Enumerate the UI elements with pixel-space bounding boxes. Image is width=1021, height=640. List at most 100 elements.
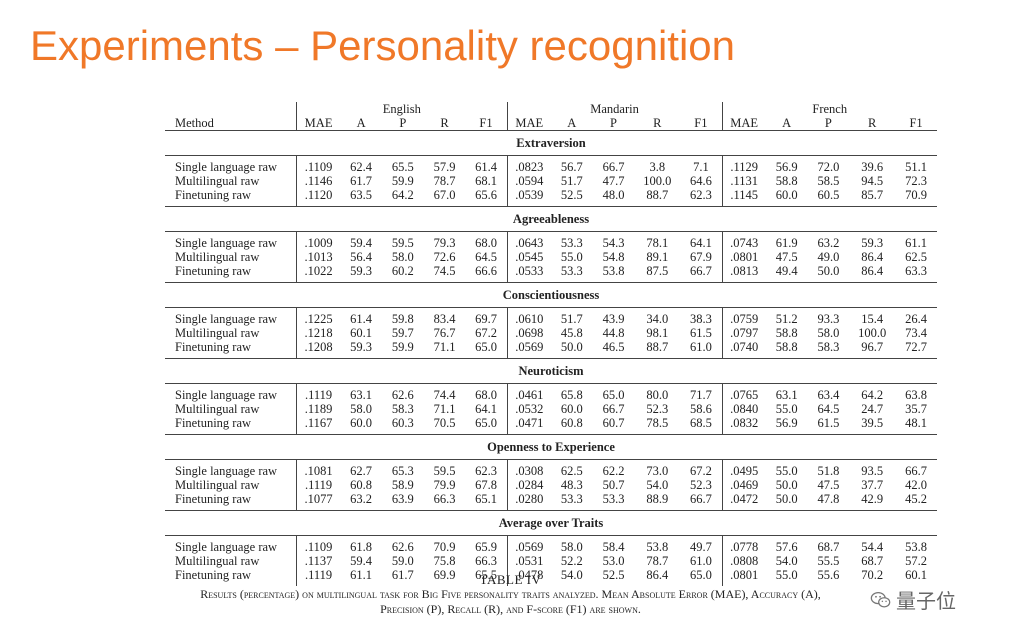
- section-title: Openness to Experience: [165, 434, 937, 460]
- table-row: Finetuning raw .1167 60.0 60.3 70.5 65.0 .0471…: [165, 416, 937, 430]
- value-cell: .0531: [506, 554, 551, 568]
- table-row: Finetuning raw .1022 59.3 60.2 74.5 66.6 .0533…: [165, 264, 937, 278]
- value-cell: 57.6: [775, 540, 798, 554]
- wechat-icon: [870, 591, 891, 608]
- value-cell: 58.3: [391, 402, 414, 416]
- value-cell: 66.7: [689, 492, 712, 506]
- value-cell: 61.4: [350, 312, 373, 326]
- table-row: Single language raw .1119 63.1 62.6 74.4 68.0…: [165, 388, 937, 402]
- value-cell: 60.0: [775, 188, 798, 202]
- value-cell: 60.2: [391, 264, 414, 278]
- method-cell: Multilingual raw: [175, 250, 260, 264]
- value-cell: 58.8: [775, 326, 798, 340]
- value-cell: .1129: [721, 160, 766, 174]
- value-cell: 68.7: [817, 540, 840, 554]
- value-cell: 62.6: [391, 540, 414, 554]
- value-cell: 63.2: [817, 236, 840, 250]
- value-cell: 65.6: [475, 188, 497, 202]
- method-cell: Finetuning raw: [175, 188, 252, 202]
- value-cell: .0801: [721, 568, 766, 582]
- value-cell: .0740: [721, 340, 766, 354]
- method-cell: Finetuning raw: [175, 264, 252, 278]
- value-cell: 63.8: [905, 388, 927, 402]
- value-cell: 67.0: [433, 188, 456, 202]
- value-cell: 63.5: [350, 188, 373, 202]
- value-cell: 59.4: [350, 236, 373, 250]
- value-cell: 49.4: [775, 264, 798, 278]
- value-cell: 51.2: [775, 312, 798, 326]
- value-cell: .1119: [295, 478, 341, 492]
- value-cell: 58.0: [391, 250, 414, 264]
- value-cell: .1077: [295, 492, 341, 506]
- value-cell: 73.0: [646, 464, 669, 478]
- value-cell: 64.5: [475, 250, 497, 264]
- value-cell: .0545: [506, 250, 551, 264]
- value-cell: 59.5: [433, 464, 456, 478]
- value-cell: 53.3: [560, 236, 583, 250]
- value-cell: .0280: [506, 492, 551, 506]
- table-row: Single language raw .1109 62.4 65.5 57.9 61.4…: [165, 160, 937, 174]
- value-cell: 66.7: [905, 464, 927, 478]
- value-cell: 64.2: [861, 388, 884, 402]
- value-cell: 65.0: [689, 568, 712, 582]
- table-row: Multilingual raw .1137 59.4 59.0 75.8 66.3 .05…: [165, 554, 937, 568]
- value-cell: 93.3: [817, 312, 840, 326]
- value-cell: 60.8: [560, 416, 583, 430]
- value-cell: .0823: [506, 160, 551, 174]
- value-cell: 65.0: [475, 340, 497, 354]
- value-cell: 65.9: [475, 540, 497, 554]
- method-cell: Single language raw: [175, 312, 278, 326]
- value-cell: 49.0: [817, 250, 840, 264]
- table-row: Single language raw .1225 61.4 59.8 83.4 69.7…: [165, 312, 937, 326]
- column-header: F1: [465, 116, 508, 131]
- value-cell: 59.4: [350, 554, 373, 568]
- method-cell: Multilingual raw: [175, 554, 260, 568]
- value-cell: 75.8: [433, 554, 456, 568]
- value-cell: 54.0: [646, 478, 669, 492]
- value-cell: 49.7: [689, 540, 712, 554]
- value-cell: 58.3: [817, 340, 840, 354]
- value-cell: 74.4: [433, 388, 456, 402]
- table-row: Finetuning raw .1208 59.3 59.9 71.1 65.0 .0569…: [165, 340, 937, 354]
- value-cell: 67.2: [689, 464, 712, 478]
- value-cell: 42.0: [905, 478, 927, 492]
- value-cell: 45.2: [905, 492, 927, 506]
- value-cell: 68.5: [689, 416, 712, 430]
- value-cell: .1167: [295, 416, 341, 430]
- value-cell: .0594: [506, 174, 551, 188]
- value-cell: 42.9: [861, 492, 884, 506]
- value-cell: 57.2: [905, 554, 927, 568]
- value-cell: 55.0: [775, 402, 798, 416]
- value-cell: 54.0: [775, 554, 798, 568]
- value-cell: 79.9: [433, 478, 456, 492]
- value-cell: 62.5: [560, 464, 583, 478]
- value-cell: .0569: [506, 540, 551, 554]
- value-cell: 94.5: [861, 174, 884, 188]
- value-cell: 68.1: [475, 174, 497, 188]
- value-cell: .1013: [295, 250, 341, 264]
- value-cell: 69.9: [433, 568, 456, 582]
- value-cell: 37.7: [861, 478, 884, 492]
- value-cell: 71.1: [433, 402, 456, 416]
- value-cell: .0698: [506, 326, 551, 340]
- table-row: Multilingual raw .1218 60.1 59.7 76.7 67.2 .06…: [165, 326, 937, 340]
- value-cell: 62.5: [905, 250, 927, 264]
- column-header: R: [634, 116, 681, 131]
- value-cell: 7.1: [693, 160, 709, 174]
- value-cell: 58.5: [817, 174, 840, 188]
- table-row: Multilingual raw .1119 60.8 58.9 79.9 67.8 .02…: [165, 478, 937, 492]
- value-cell: 63.2: [350, 492, 373, 506]
- method-cell: Single language raw: [175, 464, 278, 478]
- value-cell: 61.0: [689, 340, 712, 354]
- group-header-french: French: [721, 102, 937, 116]
- value-cell: .1137: [295, 554, 341, 568]
- value-cell: .0533: [506, 264, 551, 278]
- value-cell: 53.3: [602, 492, 625, 506]
- value-cell: .1225: [295, 312, 341, 326]
- method-cell: Single language raw: [175, 236, 278, 250]
- value-cell: .0643: [506, 236, 551, 250]
- value-cell: 53.3: [560, 264, 583, 278]
- value-cell: 61.7: [391, 568, 414, 582]
- method-cell: Finetuning raw: [175, 340, 252, 354]
- value-cell: 55.0: [560, 250, 583, 264]
